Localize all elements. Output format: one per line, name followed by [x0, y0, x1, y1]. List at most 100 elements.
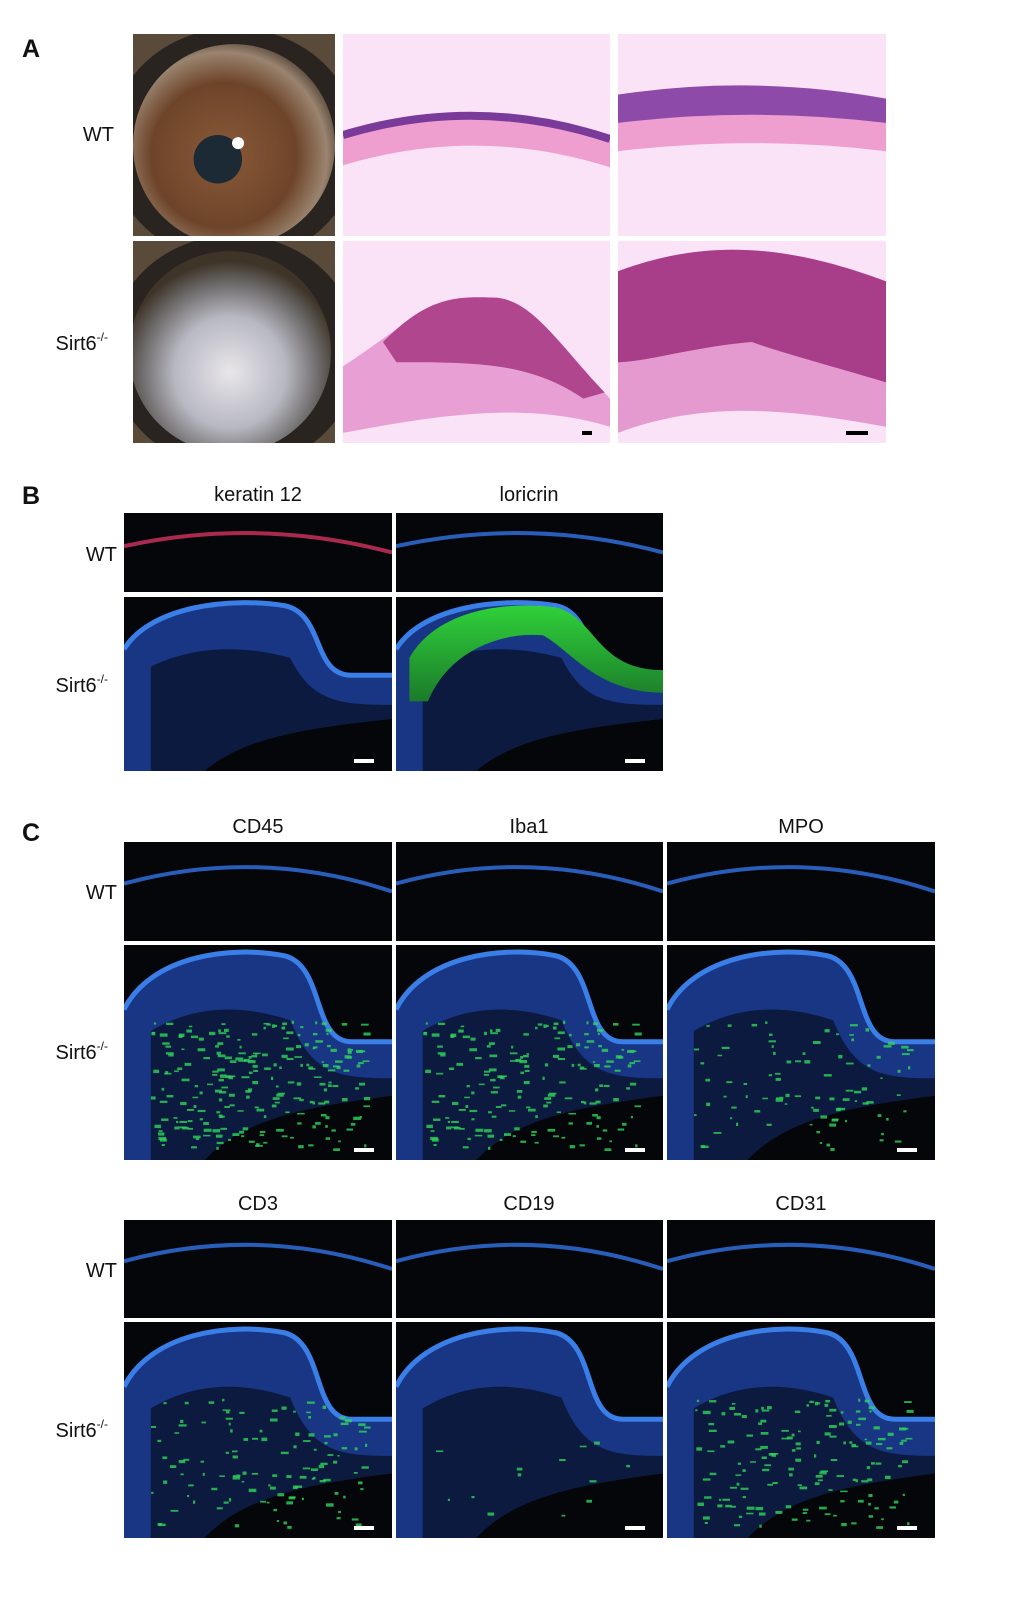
signal-speck — [174, 1126, 180, 1130]
signal-speck — [247, 1060, 256, 1064]
signal-speck — [151, 1031, 156, 1036]
signal-speck — [358, 1062, 364, 1065]
fluorescence-image — [396, 597, 663, 771]
signal-speck — [847, 1420, 852, 1424]
signal-speck — [569, 1145, 576, 1149]
signal-speck — [293, 1097, 301, 1100]
signal-speck — [866, 1101, 874, 1104]
signal-speck — [804, 1060, 811, 1064]
signal-speck — [234, 1524, 240, 1528]
signal-speck — [814, 1482, 820, 1486]
signal-speck — [730, 1117, 733, 1120]
signal-speck — [816, 1440, 820, 1445]
signal-speck — [433, 1144, 437, 1146]
scale-bar — [625, 1148, 645, 1152]
signal-speck — [279, 1066, 282, 1069]
signal-speck — [842, 1098, 850, 1101]
signal-speck — [596, 1137, 602, 1140]
column-title: CD19 — [503, 1193, 554, 1215]
signal-speck — [817, 1402, 821, 1405]
signal-speck — [327, 1045, 331, 1048]
signal-speck — [707, 1450, 715, 1453]
signal-speck — [621, 1048, 625, 1051]
signal-speck — [277, 1092, 286, 1095]
signal-speck — [888, 1041, 895, 1045]
signal-speck — [218, 1029, 221, 1033]
signal-speck — [431, 1033, 440, 1037]
signal-speck — [195, 1137, 200, 1141]
signal-speck — [336, 1517, 341, 1520]
signal-speck — [493, 1086, 500, 1089]
signal-speck — [824, 1029, 830, 1033]
signal-speck — [248, 1071, 253, 1075]
signal-speck — [363, 1105, 370, 1108]
histology-image — [343, 241, 610, 443]
signal-speck — [840, 1500, 845, 1503]
signal-speck — [592, 1061, 596, 1063]
signal-speck — [358, 1423, 366, 1427]
signal-speck — [447, 1498, 451, 1501]
signal-speck — [726, 1081, 733, 1084]
signal-speck — [553, 1135, 559, 1138]
signal-speck — [789, 1473, 793, 1477]
signal-speck — [815, 1096, 821, 1100]
signal-speck — [161, 1144, 165, 1146]
signal-speck — [187, 1127, 193, 1130]
signal-speck — [308, 1144, 314, 1147]
signal-speck — [520, 1056, 524, 1059]
signal-speck — [709, 1400, 717, 1403]
signal-speck — [287, 1525, 292, 1529]
signal-speck — [294, 1056, 303, 1058]
signal-speck — [187, 1120, 193, 1123]
signal-speck — [326, 1503, 334, 1507]
signal-speck — [553, 1054, 560, 1059]
signal-speck — [731, 1106, 737, 1109]
signal-speck — [248, 1140, 255, 1143]
scale-bar — [897, 1526, 917, 1530]
signal-speck — [153, 1069, 160, 1074]
signal-speck — [222, 1409, 231, 1411]
background — [396, 842, 663, 941]
signal-speck — [523, 1054, 529, 1058]
image-content — [124, 513, 392, 592]
signal-speck — [311, 1477, 315, 1480]
signal-speck — [702, 1478, 711, 1481]
signal-speck — [851, 1522, 857, 1525]
signal-speck — [192, 1096, 199, 1099]
signal-speck — [466, 1085, 470, 1088]
signal-speck — [855, 1479, 859, 1483]
signal-speck — [509, 1052, 518, 1055]
signal-speck — [308, 1433, 315, 1437]
signal-speck — [227, 1075, 236, 1078]
stroma — [422, 1009, 663, 1160]
signal-speck — [776, 1097, 780, 1099]
signal-speck — [351, 1518, 359, 1521]
signal-speck — [242, 1471, 247, 1475]
signal-speck — [876, 1443, 883, 1446]
signal-speck — [243, 1058, 250, 1062]
signal-speck — [898, 1464, 902, 1468]
signal-speck — [341, 1023, 348, 1026]
signal-speck — [232, 1133, 240, 1137]
epithelium-edge — [124, 1326, 392, 1422]
pupil — [193, 135, 243, 184]
signal-speck — [495, 1028, 501, 1032]
signal-speck — [312, 1125, 316, 1129]
signal-speck — [617, 1128, 625, 1131]
signal-speck — [323, 1088, 328, 1092]
signal-speck — [286, 1031, 294, 1035]
signal-speck — [216, 1146, 219, 1150]
stroma — [422, 1386, 663, 1538]
signal-speck — [849, 1441, 853, 1444]
signal-speck — [483, 1074, 490, 1076]
signal-speck — [181, 1078, 190, 1082]
signal-speck — [262, 1053, 268, 1057]
signal-speck — [325, 1137, 331, 1140]
signal-speck — [826, 1415, 832, 1417]
signal-speck — [471, 1496, 475, 1499]
signal-speck — [242, 1127, 249, 1131]
signal-speck — [286, 1501, 294, 1505]
signal-speck — [706, 1102, 711, 1107]
epithelium — [124, 865, 392, 894]
row-label: WT — [86, 1260, 117, 1282]
